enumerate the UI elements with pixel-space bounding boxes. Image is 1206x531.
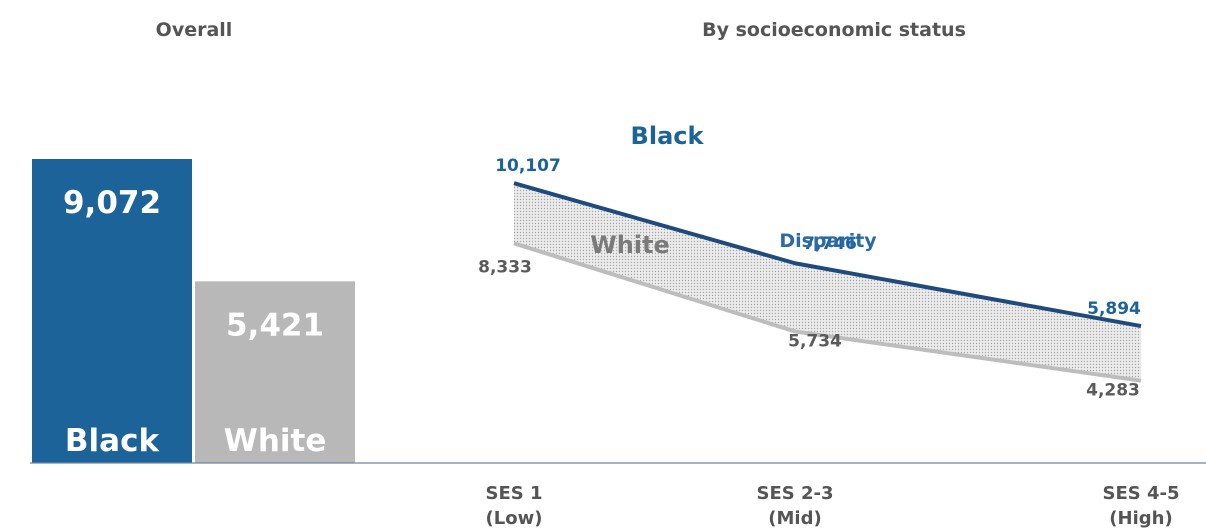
white-series-line <box>513 241 1142 383</box>
white-value-label: 8,333 <box>478 257 532 277</box>
black-value-label: 5,894 <box>1087 299 1141 319</box>
white-value-label: 5,734 <box>788 331 842 351</box>
disparity-label: Disparity <box>779 230 877 252</box>
x-tick-label: SES 4-5 <box>1102 483 1179 504</box>
black-series-label: Black <box>631 122 705 150</box>
disparity-band <box>514 183 1141 381</box>
black-value-label: 7,746 <box>803 234 857 254</box>
ses-line-chart: 10,107 7,746 5,894 8,333 5,734 4,283 Black Whit… <box>478 122 1179 529</box>
overall-title: Overall <box>156 19 233 41</box>
black-series-line <box>513 181 1142 329</box>
ses-title: By socioeconomic status <box>702 19 966 41</box>
x-tick-sublabel: (High) <box>1109 508 1172 529</box>
bar-value-label: 5,421 <box>226 307 324 343</box>
bar-category-label: White <box>224 423 327 459</box>
bar-black <box>32 159 192 463</box>
bar-value-label: 9,072 <box>63 185 161 221</box>
bar-category-label: Black <box>65 423 161 459</box>
x-tick-label: SES 1 <box>485 483 542 504</box>
overall-bars: 9,072 Black 5,421 White <box>32 159 355 463</box>
x-tick-label: SES 2-3 <box>756 483 833 504</box>
white-value-label: 4,283 <box>1086 381 1140 401</box>
black-value-label: 10,107 <box>495 156 561 176</box>
x-tick-sublabel: (Mid) <box>768 508 821 529</box>
x-tick-sublabel: (Low) <box>486 508 543 529</box>
white-series-label: White <box>590 231 670 259</box>
bar-white <box>195 281 355 463</box>
